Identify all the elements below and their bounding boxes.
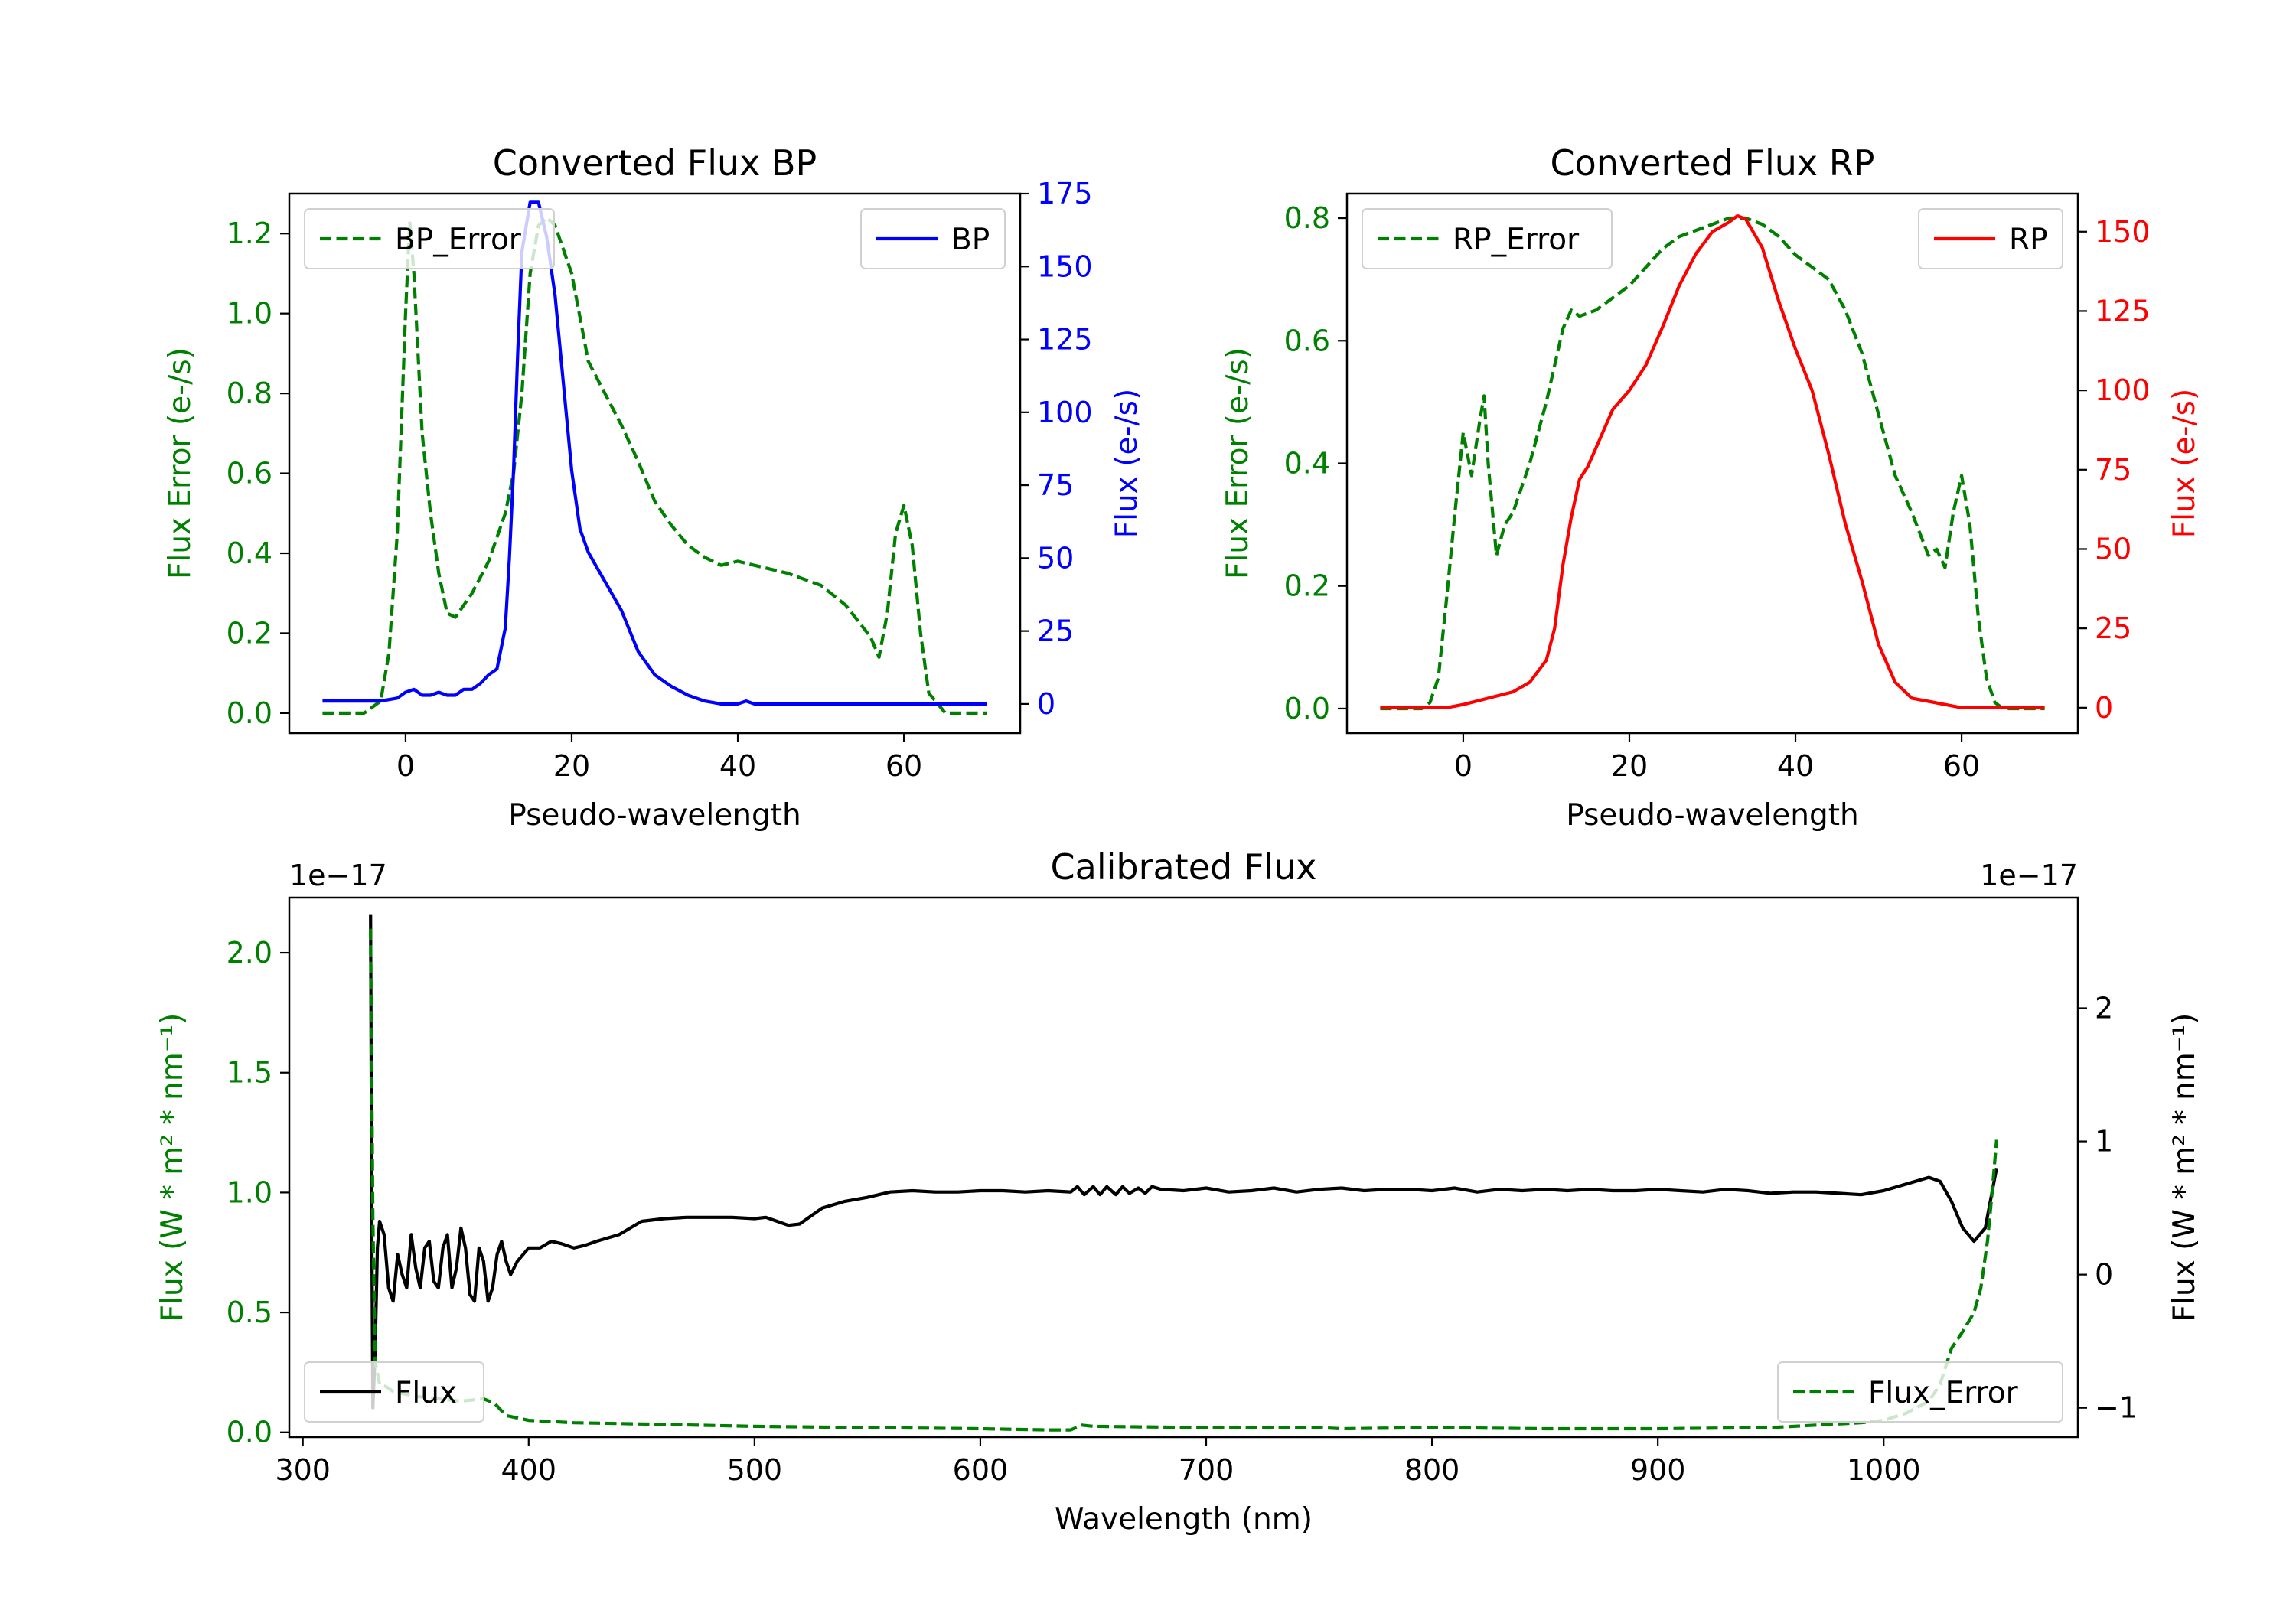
legend-rp: RP xyxy=(1918,208,2063,269)
rp-title: Converted Flux RP xyxy=(1551,142,1875,184)
bp-x-axis-label: Pseudo-wavelength xyxy=(508,798,801,833)
legend-label: RP xyxy=(2009,223,2048,257)
cal-x-tick-label: 800 xyxy=(1404,1453,1460,1487)
cal-x-axis-label: Wavelength (nm) xyxy=(1055,1502,1313,1537)
cal-left-axis-label: Flux (W * m² * nm⁻¹) xyxy=(155,1013,190,1322)
bp-right-tick-label: 100 xyxy=(1037,396,1093,429)
bp-left-tick-label: 0.8 xyxy=(227,376,272,410)
bp-right-tick-label: 75 xyxy=(1037,468,1074,502)
rp-left-axis-label: Flux Error (e-/s) xyxy=(1221,347,1255,579)
legend-label: Flux_Error xyxy=(1868,1376,2019,1410)
rp-x-axis-label: Pseudo-wavelength xyxy=(1566,798,1858,833)
cal-right-tick-label: 0 xyxy=(2095,1258,2113,1292)
rp-right-tick-label: 50 xyxy=(2095,532,2131,566)
rp-right-tick-label: 150 xyxy=(2095,215,2151,249)
cal-left-tick-label: 0.0 xyxy=(227,1416,272,1449)
bp-right-tick-label: 125 xyxy=(1037,323,1093,357)
cal-left-tick-label: 1.5 xyxy=(227,1056,272,1090)
cal-x-tick-label: 900 xyxy=(1630,1453,1686,1487)
rp-right-tick-label: 25 xyxy=(2095,611,2131,645)
rp-left-tick-label: 0.8 xyxy=(1284,201,1330,235)
rp-right-tick-label: 75 xyxy=(2095,453,2131,487)
bp-right-tick-label: 25 xyxy=(1037,614,1074,648)
legend-box xyxy=(304,1361,484,1423)
legend-box xyxy=(1362,208,1613,269)
cal-right-axis-label: Flux (W * m² * nm⁻¹) xyxy=(2167,1013,2202,1322)
legend-box xyxy=(304,208,555,269)
cal-left-tick-label: 0.5 xyxy=(227,1296,272,1329)
legend-bp: BP xyxy=(860,208,1006,269)
cal-x-tick-label: 300 xyxy=(275,1453,331,1487)
series-flux xyxy=(369,914,1998,1410)
rp-right-axis-label: Flux (e-/s) xyxy=(2167,389,2202,538)
cal-right-offset-label: 1e−17 xyxy=(1980,859,2078,892)
rp-x-tick-label: 40 xyxy=(1777,749,1814,783)
cal-x-tick-label: 700 xyxy=(1179,1453,1234,1487)
cal-right-tick-label: 2 xyxy=(2095,991,2113,1025)
cal-x-tick-label: 400 xyxy=(501,1453,557,1487)
bp-left-tick-label: 0.6 xyxy=(227,457,272,491)
bp-x-tick-label: 0 xyxy=(396,749,415,783)
rp-left-tick-label: 0.4 xyxy=(1284,447,1330,481)
legend-label: BP xyxy=(951,223,990,257)
series-bp-error xyxy=(322,216,987,715)
cal-x-tick-label: 600 xyxy=(953,1453,1009,1487)
legend-bp-error: BP_Error xyxy=(304,208,555,269)
series-rp xyxy=(1380,214,2045,709)
legend-label: RP_Error xyxy=(1453,223,1580,257)
legend-flux-error: Flux_Error xyxy=(1777,1361,2063,1423)
bp-right-tick-label: 150 xyxy=(1037,249,1093,283)
rp-right-tick-label: 125 xyxy=(2095,294,2151,328)
cal-axes-frame xyxy=(288,896,2079,1439)
cal-right-tick-label: 1 xyxy=(2095,1125,2113,1159)
rp-left-tick-label: 0.6 xyxy=(1284,324,1330,357)
cal-x-tick-label: 500 xyxy=(727,1453,783,1487)
bp-left-tick-label: 1.2 xyxy=(227,217,272,250)
bp-left-tick-label: 0.0 xyxy=(227,696,272,730)
chart-bp: 0 20 40 60 0.0 0.2 0.4 0.6 0.8 1.0 1.2 0 25 50 75 100 12… xyxy=(163,142,1144,833)
chart-cal: 300 400 500 600 700 800 900 1000 0.0 0.5 1.0 1.5 2.0… xyxy=(155,846,2202,1537)
bp-left-axis-label: Flux Error (e-/s) xyxy=(163,347,197,579)
rp-x-tick-label: 0 xyxy=(1454,749,1473,783)
legend-label: Flux xyxy=(395,1376,457,1410)
bp-right-tick-label: 50 xyxy=(1037,541,1074,575)
bp-title: Converted Flux BP xyxy=(493,142,817,184)
series-rp-error xyxy=(1380,216,2045,711)
rp-x-tick-label: 20 xyxy=(1611,749,1648,783)
rp-series-group xyxy=(1380,214,2045,711)
bp-right-tick-label: 175 xyxy=(1037,177,1093,210)
rp-right-tick-label: 100 xyxy=(2095,373,2151,407)
legend-box xyxy=(1777,1361,2063,1423)
cal-title: Calibrated Flux xyxy=(1051,846,1317,888)
bp-left-tick-label: 0.2 xyxy=(227,616,272,650)
chart-rp: 0 20 40 60 0.0 0.2 0.4 0.6 0.8 0 25 50 75 100 125 150 Co… xyxy=(1221,142,2202,833)
bp-left-tick-label: 0.4 xyxy=(227,536,272,570)
legend-label: BP_Error xyxy=(395,223,522,257)
bp-right-axis-label: Flux (e-/s) xyxy=(1110,389,1144,538)
bp-x-tick-label: 20 xyxy=(553,749,590,783)
rp-x-tick-label: 60 xyxy=(1943,749,1980,783)
bp-left-tick-label: 1.0 xyxy=(227,297,272,331)
bp-axes-frame xyxy=(288,192,1022,735)
cal-left-tick-label: 1.0 xyxy=(227,1175,272,1209)
bp-right-tick-label: 0 xyxy=(1037,687,1055,721)
cal-left-offset-label: 1e−17 xyxy=(289,859,387,892)
legend-rp-error: RP_Error xyxy=(1362,208,1613,269)
rp-left-tick-label: 0.0 xyxy=(1284,692,1330,725)
bp-x-tick-label: 60 xyxy=(885,749,922,783)
rp-right-tick-label: 0 xyxy=(2095,691,2113,725)
legend-flux: Flux xyxy=(304,1361,484,1423)
cal-right-tick-label: −1 xyxy=(2095,1391,2138,1425)
cal-left-tick-label: 2.0 xyxy=(227,936,272,970)
bp-x-tick-label: 40 xyxy=(719,749,756,783)
cal-x-tick-label: 1000 xyxy=(1847,1453,1921,1487)
rp-left-tick-label: 0.2 xyxy=(1284,569,1330,603)
